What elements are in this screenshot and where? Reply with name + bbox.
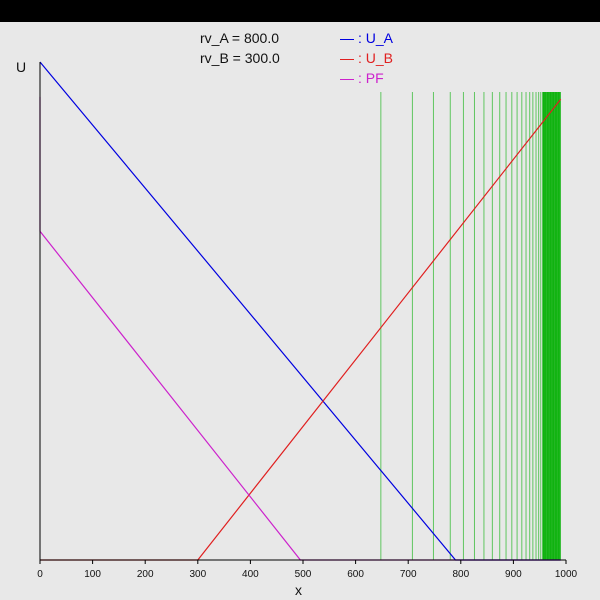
- x-tick-label-700: 700: [400, 569, 417, 580]
- x-tick-label-0: 0: [37, 569, 43, 580]
- legend-item-u-a: : U_A: [340, 30, 393, 46]
- x-tick-label-400: 400: [242, 569, 259, 580]
- param-rv-a: rv_A = 800.0: [200, 30, 280, 46]
- series-line-pf: [39, 96, 561, 561]
- x-tick-label-200: 200: [137, 569, 154, 580]
- legend-swatch-u-b: [340, 58, 354, 60]
- x-tick-label-500: 500: [295, 569, 312, 580]
- legend-swatch-u-a: [340, 38, 354, 40]
- series-line-u-a: [39, 61, 561, 561]
- legend-swatch-pf: [340, 78, 354, 80]
- vertical-lines-group: [380, 92, 561, 560]
- x-tick-label-800: 800: [452, 569, 469, 580]
- legend-label-pf: : PF: [358, 70, 384, 86]
- legend-item-u-b: : U_B: [340, 50, 393, 66]
- x-tick-label-600: 600: [347, 569, 364, 580]
- y-axis-label: U: [16, 59, 27, 75]
- param-rv-b: rv_B = 300.0: [200, 50, 280, 66]
- x-tick-label-900: 900: [505, 569, 522, 580]
- x-ticks-group: 0 100 200 300 400 500 600 700 800 900 1000: [37, 560, 578, 580]
- x-tick-label-100: 100: [84, 569, 101, 580]
- series-group: [39, 61, 562, 561]
- legend-label-u-b: : U_B: [358, 50, 394, 66]
- x-tick-label-300: 300: [189, 569, 206, 580]
- x-axis-label: x: [295, 582, 302, 598]
- legend-item-pf: : PF: [340, 70, 384, 86]
- top-bar: [0, 0, 600, 22]
- legend-label-u-a: : U_A: [358, 30, 394, 46]
- x-tick-label-1000: 1000: [555, 569, 578, 580]
